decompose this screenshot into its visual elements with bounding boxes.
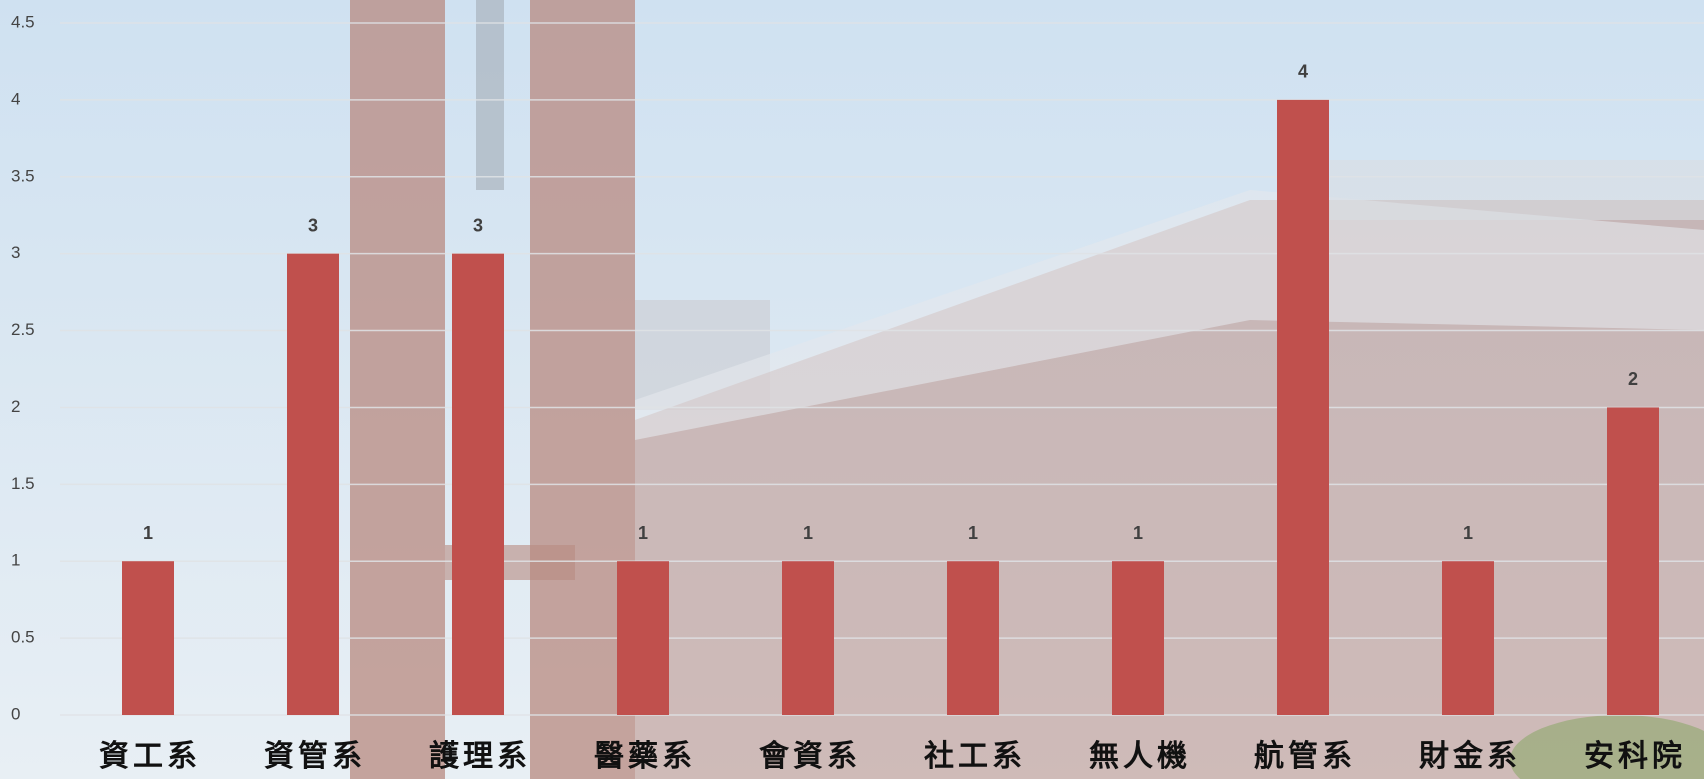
value-label: 1 [638,523,648,543]
value-label: 1 [1133,523,1143,543]
y-tick-label: 4 [11,89,20,108]
value-label: 3 [308,215,318,235]
y-tick-label: 2.5 [11,320,35,339]
y-tick-label: 0 [11,704,20,723]
value-label: 1 [1463,523,1473,543]
value-label: 1 [143,523,153,543]
bar [1112,561,1164,715]
bar [452,253,504,715]
y-tick-label: 4.5 [11,12,35,31]
bar [1607,407,1659,715]
value-label: 2 [1628,369,1638,389]
bar [122,561,174,715]
bar [287,253,339,715]
x-tick-label: 安科院 [1584,739,1686,774]
y-tick-label: 1.5 [11,474,35,493]
x-tick-label: 會資系 [759,739,861,774]
value-label: 1 [968,523,978,543]
y-tick-label: 1 [11,551,20,570]
x-tick-label: 醫藥系 [594,739,696,774]
x-tick-label: 無人機 [1089,739,1191,774]
x-tick-label: 財金系 [1419,739,1521,774]
bar [1442,561,1494,715]
bar [947,561,999,715]
x-tick-label: 資管系 [264,739,366,774]
y-tick-label: 3.5 [11,166,35,185]
bar [617,561,669,715]
value-label: 3 [473,215,483,235]
value-label: 4 [1298,62,1308,82]
bar [1277,99,1329,715]
y-tick-label: 0.5 [11,628,35,647]
y-tick-label: 2 [11,397,20,416]
x-tick-label: 資工系 [99,739,201,774]
bar [782,561,834,715]
x-tick-label: 社工系 [924,739,1026,774]
y-tick-label: 3 [11,243,20,262]
value-label: 1 [803,523,813,543]
x-tick-label: 航管系 [1254,739,1356,774]
x-tick-label: 護理系 [429,739,531,774]
